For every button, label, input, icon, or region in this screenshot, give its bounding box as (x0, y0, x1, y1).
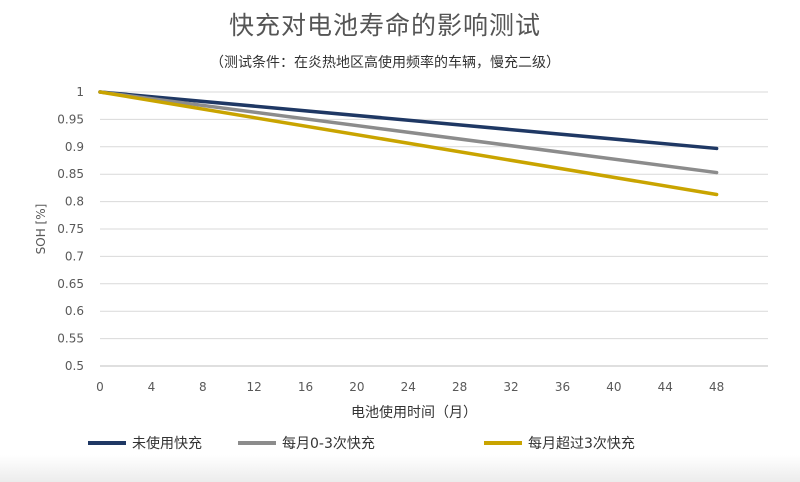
x-tick-label: 44 (658, 380, 673, 394)
x-tick-label: 40 (606, 380, 621, 394)
bottom-fade (0, 455, 800, 482)
y-tick-label: 0.95 (57, 112, 84, 126)
x-tick-label: 36 (555, 380, 570, 394)
y-tick-label: 0.55 (57, 332, 84, 346)
y-tick-label: 0.85 (57, 167, 84, 181)
series-line (98, 90, 719, 197)
y-tick-label: 0.8 (65, 195, 84, 209)
x-tick-label: 12 (247, 380, 262, 394)
legend-label: 每月0-3次快充 (282, 436, 375, 452)
x-tick-label: 8 (199, 380, 207, 394)
y-tick-label: 0.5 (65, 359, 84, 373)
x-tick-label: 0 (96, 380, 104, 394)
y-tick-label: 0.65 (57, 277, 84, 291)
x-tick-label: 16 (298, 380, 313, 394)
y-tick-label: 1 (76, 85, 84, 99)
y-tick-label: 0.75 (57, 222, 84, 236)
y-tick-label: 0.7 (65, 249, 84, 263)
legend-label: 每月超过3次快充 (528, 436, 635, 452)
series-line (98, 90, 719, 151)
x-tick-label: 28 (452, 380, 467, 394)
chart-subtitle: （测试条件：在炎热地区高使用频率的车辆，慢充二级） (210, 55, 560, 71)
legend-label: 未使用快充 (132, 435, 202, 452)
x-tick-label: 32 (503, 380, 518, 394)
x-axis-title: 电池使用时间（月） (351, 404, 477, 421)
series-line (98, 90, 719, 175)
y-tick-label: 0.6 (65, 304, 84, 318)
x-tick-label: 24 (401, 380, 416, 394)
y-axis-title: SOH [%] (34, 204, 48, 255)
y-tick-label: 0.9 (65, 140, 84, 154)
chart-title: 快充对电池寿命的影响测试 (228, 11, 541, 40)
x-tick-label: 48 (709, 380, 724, 394)
x-tick-label: 4 (148, 380, 156, 394)
x-tick-label: 20 (349, 380, 364, 394)
